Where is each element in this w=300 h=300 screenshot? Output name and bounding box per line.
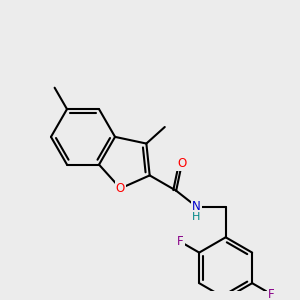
Text: N: N xyxy=(192,200,201,213)
Text: O: O xyxy=(116,182,125,195)
Text: O: O xyxy=(177,157,187,169)
Text: F: F xyxy=(268,288,274,300)
Text: F: F xyxy=(177,235,184,248)
Text: H: H xyxy=(192,212,201,222)
